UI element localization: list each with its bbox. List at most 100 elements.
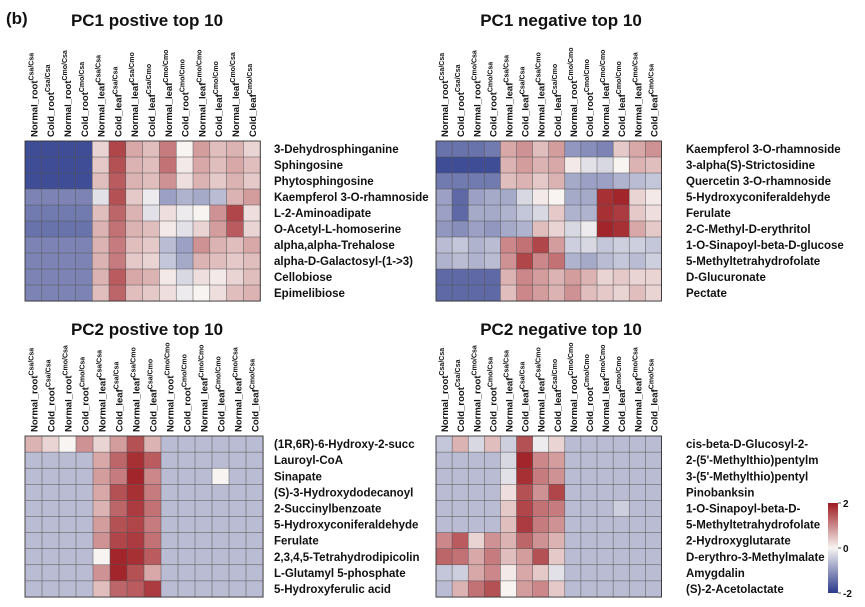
heatmap-cell — [75, 532, 94, 550]
heatmap-cell — [548, 204, 566, 222]
heatmap-cell — [467, 268, 485, 286]
row-label: Epimelibiose — [274, 288, 345, 300]
heatmap-cell — [175, 204, 194, 222]
heatmap-cell — [500, 156, 518, 174]
heatmap-cell — [645, 156, 662, 174]
heatmap-cell — [628, 172, 646, 190]
heatmap-cell — [194, 500, 213, 518]
figure-label: (b) — [6, 9, 28, 28]
column-label: Cold_rootCmo/Cmo — [180, 59, 192, 137]
heatmap-cell — [243, 156, 261, 174]
heatmap-cell — [108, 140, 127, 158]
heatmap-cell — [451, 252, 469, 270]
column-label: Cold_leafCsa/Cmo — [552, 64, 564, 137]
heatmap-cell — [580, 252, 598, 270]
heatmap-cell — [228, 516, 247, 534]
row-label: 1-O-Sinapoyl-beta-D- — [686, 504, 801, 516]
heatmap-cell — [580, 140, 598, 158]
heatmap-cell — [143, 580, 162, 598]
heatmap-cell — [435, 580, 453, 598]
heatmap-cell — [532, 220, 550, 238]
heatmap-cell — [91, 204, 110, 222]
heatmap-cell — [177, 564, 196, 582]
heatmap-cell — [548, 236, 566, 254]
heatmap-cell — [24, 236, 43, 254]
heatmap-cell — [228, 564, 247, 582]
column-label: Cold_leafCsa/Csa — [112, 67, 124, 138]
heatmap-cell — [142, 220, 160, 238]
heatmap-cell — [645, 435, 662, 453]
row-label: (1R,6R)-6-Hydroxy-2-succ — [274, 439, 415, 451]
heatmap-cell — [435, 236, 453, 254]
heatmap-cell — [596, 484, 614, 501]
heatmap-cell — [467, 580, 485, 598]
heatmap-cell — [564, 236, 582, 254]
heatmap-cell — [516, 268, 534, 286]
column-label: Normal_leafCsa/Cmo — [536, 347, 548, 432]
heatmap-cell — [226, 188, 244, 206]
heatmap-cell — [451, 580, 469, 598]
heatmap-cell — [532, 532, 550, 550]
heatmap-cell — [451, 484, 469, 501]
heatmap-cell — [596, 188, 614, 206]
column-label: Normal_rootCmo/Csa — [63, 345, 75, 432]
heatmap-cell — [92, 548, 111, 566]
row-label: Pinobanksin — [686, 487, 754, 499]
column-label: Normal_leafCmo/Csa — [230, 52, 242, 137]
heatmap-cell — [467, 172, 485, 190]
heatmap-cell — [91, 236, 110, 254]
heatmap-cell — [451, 435, 469, 453]
heatmap-cell — [645, 236, 662, 254]
heatmap-cell — [612, 204, 630, 222]
heatmap-cell — [645, 532, 662, 550]
heatmap-cell — [484, 548, 501, 566]
heatmap-cell — [142, 252, 160, 270]
heatmap-cell — [58, 467, 77, 485]
heatmap-cell — [516, 188, 534, 206]
heatmap-cell — [580, 467, 598, 485]
heatmap-cell — [500, 467, 518, 485]
heatmap-cell — [532, 172, 550, 190]
heatmap-cell — [500, 284, 518, 302]
heatmap-cell — [226, 220, 244, 238]
heatmap-cell — [143, 500, 162, 518]
heatmap-cell — [75, 140, 93, 158]
column-label: Normal_rootCsa/Csa — [28, 53, 40, 137]
heatmap-cell — [24, 484, 43, 501]
column-label: Cold_rootCmo/Csa — [487, 357, 499, 432]
column-label: Cold_leafCmo/Csa — [250, 359, 262, 432]
row-label: 5-Hydroxyconiferaldehyde — [686, 192, 830, 204]
heatmap-border — [435, 435, 662, 598]
heatmap-cell — [451, 548, 469, 566]
heatmap-cell — [41, 484, 60, 501]
heatmap-cell — [500, 204, 518, 222]
heatmap-cell — [612, 548, 630, 566]
column-label: Cold_rootCsa/Csa — [46, 359, 58, 432]
heatmap-cell — [109, 516, 128, 534]
heatmap-cell — [41, 451, 60, 469]
heatmap-cell — [194, 435, 213, 453]
row-label: Sinapate — [274, 471, 322, 483]
heatmap-cell — [75, 435, 94, 453]
color-bar — [828, 503, 838, 593]
heatmap-cell — [500, 435, 518, 453]
heatmap-cell — [435, 564, 453, 582]
heatmap-cell — [108, 188, 127, 206]
heatmap-cell — [91, 284, 110, 302]
heatmap-cell — [108, 204, 127, 222]
heatmap-cell — [125, 140, 144, 158]
heatmap-cell — [580, 580, 598, 598]
row-label: 5-Methyltetrahydrofolate — [686, 256, 820, 268]
heatmap-cell — [467, 435, 485, 453]
heatmap-cell — [211, 548, 230, 566]
heatmap-cell — [91, 252, 110, 270]
column-label: Normal_rootCsa/Csa — [439, 53, 451, 137]
row-label: L-Glutamyl 5-phosphate — [274, 568, 406, 580]
heatmap-cell — [548, 548, 566, 566]
row-label: Sphingosine — [274, 160, 343, 172]
heatmap-cell — [58, 580, 77, 598]
heatmap-cell — [160, 467, 179, 485]
heatmap-cell — [645, 284, 662, 302]
heatmap-cell — [109, 484, 128, 501]
heatmap-cell — [24, 156, 43, 174]
